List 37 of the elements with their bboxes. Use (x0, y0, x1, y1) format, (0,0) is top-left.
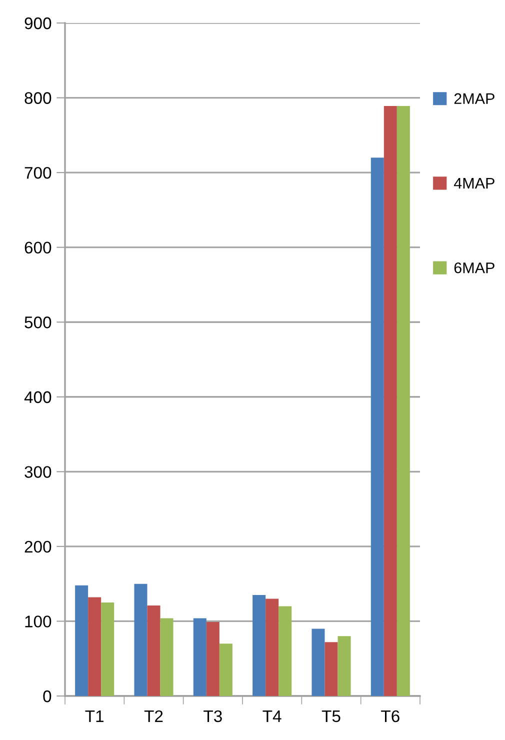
bar (324, 642, 338, 696)
bar (312, 628, 325, 696)
y-tick-label: 800 (24, 92, 52, 104)
y-tick-label: 0 (43, 690, 52, 702)
bar (134, 584, 148, 696)
y-tick-label: 300 (24, 466, 52, 478)
bar (101, 602, 114, 696)
y-tick-label: 400 (24, 391, 52, 404)
bar (75, 585, 88, 696)
legend-label: 6MAP (454, 262, 494, 274)
bar (384, 106, 397, 696)
bar (160, 618, 174, 696)
y-tick-label: 100 (25, 616, 52, 628)
bar (147, 606, 160, 696)
legend-label: 4MAP (454, 178, 494, 189)
y-tick-label: 700 (24, 166, 52, 179)
bar (219, 644, 232, 696)
x-tick-label: T5 (322, 710, 340, 722)
x-tick-label: T2 (144, 710, 163, 722)
x-tick-label: T6 (381, 710, 400, 722)
bar (278, 606, 292, 696)
bar (88, 597, 102, 696)
bar (266, 598, 279, 696)
legend-label: 2MAP (454, 93, 494, 104)
y-tick-label: 900 (24, 17, 52, 30)
bar (396, 106, 410, 696)
y-tick-label: 600 (24, 242, 52, 254)
bar (338, 636, 351, 696)
y-tick-label: 500 (24, 316, 52, 328)
x-tick-label: T1 (85, 710, 104, 722)
bar (252, 595, 266, 696)
bar (370, 158, 384, 696)
x-tick-label: T4 (262, 710, 282, 722)
bar (193, 618, 206, 696)
y-tick-label: 200 (24, 540, 52, 553)
bar (206, 622, 220, 696)
x-tick-label: T3 (204, 710, 222, 722)
